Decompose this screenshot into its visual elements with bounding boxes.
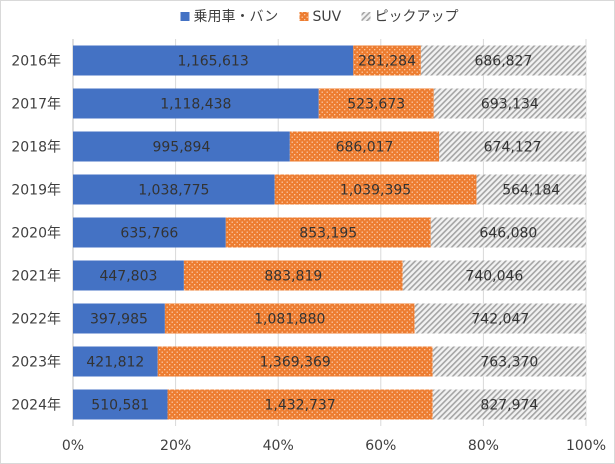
data-label: 564,184 [502, 183, 560, 199]
bar-segment [73, 131, 290, 162]
data-labels: 1,165,613 281,284 686,827 1,118,438 523,673 6… [86, 54, 560, 414]
bar-segment [73, 88, 319, 119]
bar-segment [167, 389, 433, 420]
data-label: 1,118,438 [160, 97, 231, 113]
bar-segment [73, 303, 165, 334]
data-label: 1,165,613 [177, 54, 248, 70]
data-label: 1,038,775 [138, 183, 209, 199]
bar-segment [73, 174, 275, 205]
data-label: 883,819 [264, 269, 322, 285]
data-label: 281,284 [358, 54, 416, 70]
bar-segment [476, 174, 586, 205]
data-label: 827,974 [480, 398, 538, 414]
data-label: 686,827 [474, 54, 532, 70]
bar-segment [433, 88, 586, 119]
x-tick-label: 100% [566, 438, 606, 454]
bar-segment [157, 346, 433, 377]
data-label: 686,017 [336, 140, 394, 156]
data-label: 763,370 [480, 355, 538, 371]
data-label: 1,369,369 [260, 355, 331, 371]
bar-segment [430, 217, 586, 248]
legend-swatch [299, 12, 309, 21]
bar-segment [225, 217, 431, 248]
x-tick-label: 0% [62, 438, 84, 454]
bar-segment [439, 131, 586, 162]
bars [73, 45, 586, 420]
data-label: 853,195 [299, 226, 357, 242]
bar-segment [183, 260, 403, 291]
x-axis-tick-labels: 0% 20% 40% 60% 80% 100% [62, 438, 606, 454]
bar-segment [289, 131, 440, 162]
data-label: 742,047 [471, 312, 529, 328]
y-tick-label: 2017年 [11, 97, 61, 113]
x-tick-label: 20% [160, 438, 191, 454]
data-label: 447,803 [99, 269, 157, 285]
bar-segment [73, 217, 226, 248]
data-label: 523,673 [347, 97, 405, 113]
y-tick-label: 2023年 [11, 355, 61, 371]
data-label: 421,812 [86, 355, 144, 371]
data-label: 1,081,880 [254, 312, 325, 328]
bar-segment [414, 303, 586, 334]
x-tick-label: 80% [468, 438, 499, 454]
data-label: 646,080 [479, 226, 537, 242]
x-tick-label: 40% [263, 438, 294, 454]
y-tick-label: 2020年 [11, 226, 61, 242]
legend-swatch [361, 12, 371, 21]
legend-label: ピックアップ [375, 9, 459, 25]
bar-segment [432, 389, 586, 420]
legend-label: SUV [313, 9, 342, 25]
y-tick-label: 2024年 [11, 398, 61, 414]
bar-segment [73, 346, 158, 377]
bar-segment [73, 45, 354, 76]
y-axis-tick-labels: 2016年 2017年 2018年 2019年 2020年 2021年 2022年 2023年… [11, 54, 61, 414]
bar-segment [420, 45, 586, 76]
data-label: 740,046 [465, 269, 523, 285]
legend: 乗用車・バン SUV ピックアップ [180, 8, 459, 25]
data-label: 1,432,737 [264, 398, 335, 414]
bar-segment [73, 260, 184, 291]
bar-segment [318, 88, 434, 119]
data-label: 510,581 [91, 398, 149, 414]
legend-label: 乗用車・バン [194, 8, 279, 25]
y-tick-label: 2019年 [11, 183, 61, 199]
data-label: 693,134 [481, 97, 539, 113]
data-label: 995,894 [152, 140, 210, 156]
bar-segment [274, 174, 477, 205]
y-tick-label: 2016年 [11, 54, 61, 70]
y-tick-label: 2022年 [11, 312, 61, 328]
x-tick-label: 60% [365, 438, 396, 454]
bar-segment [164, 303, 415, 334]
bar-segment [353, 45, 421, 76]
data-label: 1,039,395 [340, 183, 411, 199]
legend-swatch [180, 12, 190, 21]
bar-segment [402, 260, 586, 291]
data-label: 635,766 [120, 226, 178, 242]
bar-segment [73, 389, 168, 420]
bar-segment [432, 346, 586, 377]
y-tick-label: 2018年 [11, 140, 61, 156]
data-label: 397,985 [90, 312, 148, 328]
y-tick-label: 2021年 [11, 269, 61, 285]
data-label: 674,127 [484, 140, 542, 156]
